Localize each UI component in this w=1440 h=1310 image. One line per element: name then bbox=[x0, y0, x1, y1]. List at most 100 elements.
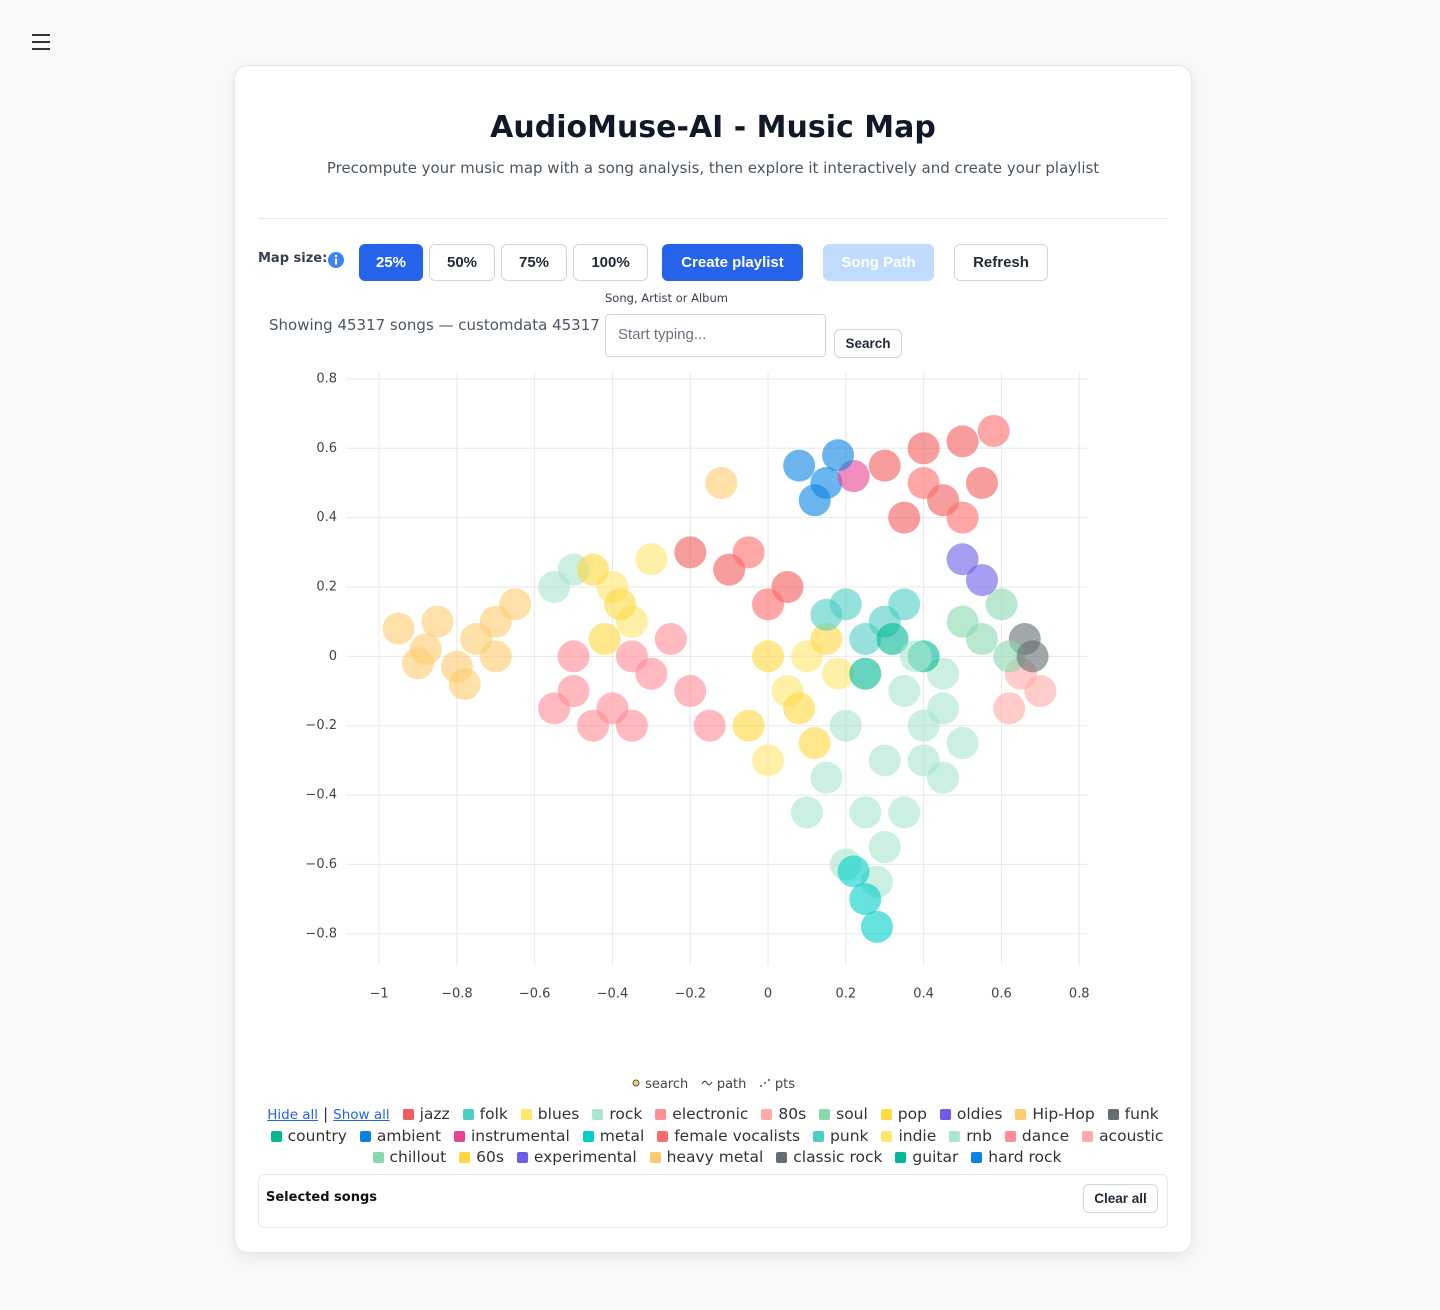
size-button[interactable]: 25% bbox=[359, 244, 423, 281]
search-marker bbox=[632, 1079, 640, 1087]
legend-item[interactable]: hard rock bbox=[988, 1148, 1062, 1166]
song-cluster bbox=[849, 796, 882, 829]
legend-item[interactable]: blues bbox=[537, 1105, 580, 1123]
legend-item[interactable]: experimental bbox=[533, 1148, 637, 1166]
legend-item[interactable]: country bbox=[287, 1127, 347, 1145]
song-cluster bbox=[705, 466, 738, 499]
legend-item[interactable]: 60s bbox=[476, 1148, 504, 1166]
legend-item[interactable]: instrumental bbox=[470, 1127, 570, 1145]
song-cluster bbox=[977, 414, 1010, 447]
legend-swatch bbox=[895, 1152, 907, 1163]
search-input[interactable]: Start typing... bbox=[605, 314, 826, 357]
legend-item[interactable]: soul bbox=[836, 1105, 868, 1123]
song-cluster bbox=[907, 432, 940, 465]
legend-item[interactable]: metal bbox=[599, 1127, 645, 1145]
y-tick-label: −0.4 bbox=[305, 788, 337, 803]
legend-item[interactable]: rock bbox=[609, 1105, 643, 1123]
menu-icon[interactable] bbox=[31, 33, 51, 51]
y-tick-label: 0.8 bbox=[316, 371, 337, 386]
song-cluster bbox=[783, 449, 816, 482]
legend-item[interactable]: pop bbox=[897, 1105, 927, 1123]
legend-swatch bbox=[819, 1109, 831, 1120]
song-cluster bbox=[985, 588, 1018, 621]
create-playlist-button[interactable]: Create playlist bbox=[662, 244, 803, 281]
scatter-chart: −1 −0.8 −0.6 −0.4 −0.2 0 0.2 0.4 0.6 0.8 −0.8 −0.6 −… bbox=[305, 371, 1089, 1002]
legend-item[interactable]: chillout bbox=[389, 1148, 447, 1166]
x-tick-label: −0.4 bbox=[597, 987, 629, 1002]
legend-item[interactable]: electronic bbox=[672, 1105, 749, 1123]
size-button[interactable]: 50% bbox=[429, 244, 495, 281]
trace-label[interactable]: search bbox=[645, 1077, 689, 1092]
song-cluster bbox=[965, 466, 998, 499]
legend-item[interactable]: punk bbox=[830, 1127, 869, 1145]
song-cluster bbox=[907, 466, 940, 499]
song-cluster bbox=[810, 598, 843, 631]
legend-item[interactable]: jazz bbox=[419, 1105, 450, 1123]
song-cluster bbox=[888, 501, 921, 534]
song-cluster bbox=[557, 640, 590, 673]
search-button[interactable]: Search bbox=[834, 329, 902, 358]
song-cluster bbox=[732, 709, 765, 742]
song-cluster bbox=[927, 761, 960, 794]
song-cluster bbox=[752, 588, 785, 621]
song-cluster bbox=[693, 709, 726, 742]
legend-item[interactable]: oldies bbox=[956, 1105, 1003, 1123]
song-cluster bbox=[876, 623, 909, 656]
song-cluster bbox=[538, 692, 571, 725]
legend-item[interactable]: female vocalists bbox=[674, 1127, 801, 1145]
legend-item[interactable]: Hip-Hop bbox=[1032, 1105, 1095, 1123]
clear-all-button[interactable]: Clear all bbox=[1083, 1184, 1158, 1213]
refresh-button[interactable]: Refresh bbox=[954, 244, 1048, 281]
legend-item[interactable]: funk bbox=[1124, 1105, 1159, 1123]
song-cluster bbox=[849, 623, 882, 656]
info-icon[interactable] bbox=[327, 251, 345, 269]
size-button[interactable]: 75% bbox=[501, 244, 567, 281]
hide-all-link[interactable]: Hide all bbox=[267, 1107, 319, 1123]
legend-swatch bbox=[462, 1109, 474, 1120]
legend-swatch bbox=[813, 1131, 825, 1142]
song-cluster bbox=[448, 668, 481, 701]
legend-item[interactable]: indie bbox=[898, 1127, 937, 1145]
legend-swatch bbox=[881, 1131, 893, 1142]
legend-swatch bbox=[761, 1109, 773, 1120]
x-tick-label: −1 bbox=[369, 987, 388, 1002]
song-cluster bbox=[382, 612, 415, 645]
size-button[interactable]: 100% bbox=[573, 244, 648, 281]
selected-title: Selected songs bbox=[266, 1190, 377, 1205]
trace-label[interactable]: pts bbox=[774, 1077, 796, 1092]
x-tick-label: 0.4 bbox=[913, 987, 934, 1002]
x-tick-label: 0 bbox=[764, 987, 772, 1002]
legend-item[interactable]: acoustic bbox=[1099, 1127, 1164, 1145]
separator: | bbox=[323, 1105, 329, 1123]
legend-swatch bbox=[453, 1131, 465, 1142]
song-cluster bbox=[615, 709, 648, 742]
x-tick-label: −0.8 bbox=[441, 987, 473, 1002]
legend-swatch bbox=[402, 1109, 414, 1120]
legend-swatch bbox=[949, 1131, 961, 1142]
trace-legend: search path pts bbox=[258, 1077, 1168, 1092]
legend-item[interactable]: ambient bbox=[376, 1127, 442, 1145]
legend-item[interactable]: guitar bbox=[912, 1148, 959, 1166]
y-tick-label: −0.8 bbox=[305, 926, 337, 941]
song-cluster bbox=[868, 831, 901, 864]
legend-item[interactable]: dance bbox=[1021, 1127, 1070, 1145]
pts-marker bbox=[759, 1079, 770, 1087]
legend-item[interactable]: rnb bbox=[966, 1127, 992, 1145]
legend-swatch bbox=[372, 1152, 384, 1163]
trace-label[interactable]: path bbox=[716, 1077, 747, 1092]
song-cluster bbox=[401, 647, 434, 680]
legend-swatch bbox=[1107, 1109, 1119, 1120]
song-cluster bbox=[635, 543, 668, 576]
legend-item[interactable]: folk bbox=[479, 1105, 508, 1123]
song-cluster bbox=[946, 605, 979, 638]
legend-swatch bbox=[880, 1109, 892, 1120]
song-cluster bbox=[479, 640, 512, 673]
y-tick-label: 0.6 bbox=[316, 441, 337, 456]
divider bbox=[258, 218, 1168, 219]
genre-legend: Hide all | Show all jazz folk blues rock… bbox=[258, 1104, 1168, 1168]
legend-item[interactable]: classic rock bbox=[793, 1148, 883, 1166]
legend-swatch bbox=[359, 1131, 371, 1142]
show-all-link[interactable]: Show all bbox=[333, 1107, 390, 1123]
legend-item[interactable]: 80s bbox=[778, 1105, 807, 1123]
legend-item[interactable]: heavy metal bbox=[666, 1148, 764, 1166]
